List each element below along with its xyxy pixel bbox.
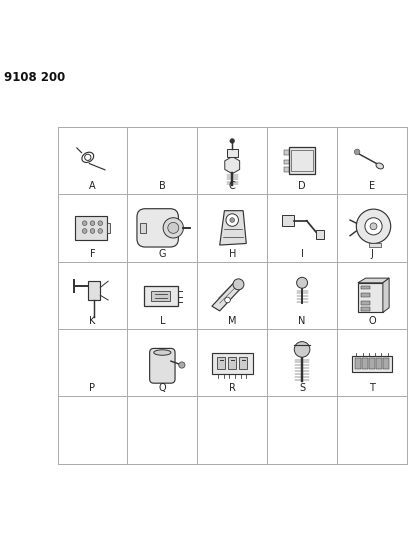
Text: O: O — [368, 316, 376, 326]
FancyBboxPatch shape — [227, 149, 238, 157]
FancyBboxPatch shape — [150, 349, 175, 383]
Text: B: B — [159, 181, 166, 191]
Text: F: F — [90, 249, 95, 259]
FancyBboxPatch shape — [284, 160, 289, 164]
FancyBboxPatch shape — [355, 358, 361, 369]
Text: L: L — [159, 316, 165, 326]
FancyBboxPatch shape — [88, 281, 100, 300]
FancyBboxPatch shape — [137, 209, 178, 247]
Polygon shape — [220, 211, 246, 245]
Text: H: H — [229, 249, 236, 259]
Ellipse shape — [154, 377, 171, 382]
FancyBboxPatch shape — [362, 358, 368, 369]
Circle shape — [365, 217, 382, 235]
Text: P: P — [90, 384, 95, 393]
FancyBboxPatch shape — [383, 358, 389, 369]
Circle shape — [98, 221, 103, 225]
Text: M: M — [228, 316, 236, 326]
Text: C: C — [229, 181, 236, 191]
FancyBboxPatch shape — [376, 358, 382, 369]
Circle shape — [354, 149, 360, 155]
FancyBboxPatch shape — [352, 357, 392, 372]
Text: Q: Q — [159, 384, 166, 393]
Circle shape — [294, 342, 310, 357]
Text: J: J — [371, 249, 373, 259]
FancyBboxPatch shape — [361, 293, 370, 297]
Circle shape — [230, 217, 235, 222]
FancyBboxPatch shape — [229, 357, 236, 369]
Text: 9108 200: 9108 200 — [4, 71, 65, 84]
FancyBboxPatch shape — [141, 223, 146, 232]
FancyBboxPatch shape — [143, 286, 178, 306]
Circle shape — [82, 229, 87, 233]
Circle shape — [230, 139, 235, 143]
FancyBboxPatch shape — [289, 147, 315, 174]
FancyBboxPatch shape — [361, 308, 370, 311]
FancyBboxPatch shape — [358, 283, 383, 312]
FancyBboxPatch shape — [212, 353, 252, 374]
Text: G: G — [159, 249, 166, 259]
Circle shape — [98, 229, 103, 233]
Polygon shape — [358, 278, 389, 283]
FancyBboxPatch shape — [151, 290, 170, 301]
Text: T: T — [369, 384, 375, 393]
FancyBboxPatch shape — [369, 358, 375, 369]
FancyBboxPatch shape — [239, 357, 247, 369]
Text: E: E — [369, 181, 375, 191]
FancyBboxPatch shape — [284, 167, 289, 172]
FancyBboxPatch shape — [361, 286, 370, 289]
FancyBboxPatch shape — [284, 150, 289, 155]
Circle shape — [225, 297, 230, 303]
Circle shape — [370, 223, 377, 230]
FancyBboxPatch shape — [361, 301, 370, 305]
Polygon shape — [212, 281, 242, 311]
FancyBboxPatch shape — [75, 216, 106, 239]
FancyBboxPatch shape — [217, 357, 225, 369]
Ellipse shape — [376, 163, 383, 169]
Polygon shape — [383, 278, 389, 312]
Circle shape — [163, 217, 183, 238]
Text: N: N — [298, 316, 306, 326]
FancyBboxPatch shape — [369, 243, 381, 247]
Text: D: D — [298, 181, 306, 191]
Circle shape — [179, 362, 185, 368]
FancyBboxPatch shape — [316, 230, 324, 239]
Circle shape — [356, 209, 391, 244]
Text: R: R — [229, 384, 236, 393]
FancyBboxPatch shape — [282, 215, 294, 227]
Circle shape — [297, 277, 307, 288]
Text: A: A — [89, 181, 96, 191]
Circle shape — [233, 279, 244, 290]
Ellipse shape — [154, 350, 171, 356]
Circle shape — [85, 154, 91, 160]
Text: K: K — [89, 316, 96, 326]
Circle shape — [168, 222, 179, 233]
Circle shape — [226, 214, 238, 227]
Circle shape — [90, 221, 95, 225]
Text: S: S — [299, 384, 305, 393]
Circle shape — [82, 221, 87, 225]
Circle shape — [90, 229, 95, 233]
Polygon shape — [225, 157, 240, 174]
FancyBboxPatch shape — [106, 223, 111, 232]
Text: I: I — [301, 249, 303, 259]
